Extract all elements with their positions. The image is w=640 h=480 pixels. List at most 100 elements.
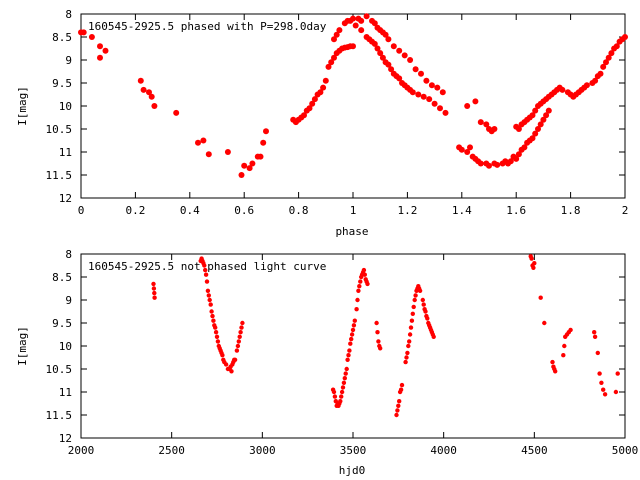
phased-data-point bbox=[545, 107, 552, 114]
unphased-data-point bbox=[417, 288, 423, 293]
phased-data-point bbox=[428, 82, 435, 89]
unphased-data-point bbox=[338, 399, 343, 404]
unphased-y-axis-label: I[mag] bbox=[16, 326, 29, 366]
unphased-data-point bbox=[409, 318, 415, 323]
phased-data-point bbox=[407, 57, 414, 63]
unphased-data-point bbox=[562, 343, 567, 349]
phased-x-tick-label: 1.2 bbox=[397, 204, 417, 217]
unphased-data-point bbox=[365, 281, 370, 287]
phased-data-point bbox=[388, 66, 395, 73]
phased-x-tick-label: 1.8 bbox=[561, 204, 581, 217]
unphased-y-tick-label: 9.5 bbox=[52, 317, 72, 330]
phased-data-point bbox=[597, 70, 604, 77]
phased-x-tick-label: 0.8 bbox=[289, 204, 309, 217]
unphased-data-point bbox=[423, 309, 428, 314]
phased-data-point bbox=[195, 139, 201, 146]
unphased-data-point bbox=[332, 394, 338, 399]
phased-data-point bbox=[350, 43, 356, 50]
unphased-data-point bbox=[361, 267, 367, 273]
phased-y-axis-label: I[mag] bbox=[16, 86, 29, 126]
unphased-data-point bbox=[151, 286, 157, 291]
unphased-y-tick-label: 10.5 bbox=[46, 363, 73, 376]
phased-data-point bbox=[151, 103, 158, 109]
phased-data-point bbox=[88, 34, 95, 40]
unphased-data-point bbox=[205, 288, 211, 293]
unphased-data-point bbox=[204, 279, 210, 284]
unphased-data-point bbox=[529, 256, 534, 261]
unphased-x-tick-label: 2000 bbox=[68, 444, 95, 457]
unphased-y-tick-label: 9 bbox=[65, 294, 72, 307]
unphased-x-axis-label: hjd0 bbox=[339, 464, 366, 477]
phased-data-point bbox=[613, 43, 620, 50]
phased-data-point bbox=[173, 109, 180, 116]
phased-data-point bbox=[363, 13, 370, 20]
phased-data-point bbox=[605, 54, 612, 61]
unphased-data-point bbox=[214, 334, 220, 339]
unphased-data-point bbox=[421, 302, 426, 307]
phased-data-point bbox=[148, 93, 155, 100]
phased-data-point bbox=[535, 126, 541, 132]
unphased-data-point bbox=[239, 325, 244, 330]
unphased-data-point bbox=[376, 339, 381, 344]
phased-data-point bbox=[415, 91, 422, 98]
phased-data-point bbox=[333, 31, 340, 38]
unphased-data-point bbox=[220, 353, 225, 358]
phased-data-point bbox=[513, 155, 520, 162]
unphased-data-point bbox=[601, 387, 606, 392]
phased-axis-ticks: 0 0.2 0.4 0.6 0.8 1 1.2 1.4 1.6 1.8 2 8 8.5 9 9.5 10 10.… bbox=[46, 8, 629, 217]
phased-data-point bbox=[140, 86, 147, 93]
phased-data-point bbox=[358, 17, 365, 24]
unphased-data-point bbox=[236, 339, 241, 344]
unphased-data-point bbox=[347, 348, 352, 353]
phased-data-point bbox=[467, 144, 473, 151]
unphased-data-point bbox=[223, 362, 229, 367]
unphased-data-point bbox=[356, 288, 361, 293]
phased-data-point bbox=[437, 105, 443, 112]
phased-data-point bbox=[358, 27, 365, 34]
phased-data-point bbox=[311, 96, 318, 103]
phased-data-point bbox=[540, 116, 547, 123]
unphased-data-point bbox=[355, 297, 360, 303]
unphased-data-point bbox=[357, 284, 362, 289]
unphased-x-tick-label: 5000 bbox=[612, 444, 639, 457]
unphased-y-tick-label: 8 bbox=[65, 248, 72, 261]
phased-data-point bbox=[583, 82, 590, 89]
phased-data-point bbox=[592, 77, 599, 84]
unphased-data-point bbox=[397, 399, 402, 404]
unphased-data-point bbox=[394, 412, 399, 418]
unphased-data-point bbox=[152, 295, 157, 300]
unphased-data-points bbox=[151, 254, 620, 418]
unphased-data-point bbox=[597, 371, 602, 376]
unphased-y-tick-label: 12 bbox=[59, 432, 72, 445]
phased-data-point bbox=[246, 165, 253, 172]
unphased-data-point bbox=[351, 323, 357, 328]
unphased-data-point bbox=[345, 357, 350, 362]
unphased-data-point bbox=[550, 359, 555, 365]
unphased-data-point bbox=[615, 371, 620, 376]
phased-x-tick-label: 1.6 bbox=[506, 204, 526, 217]
phased-data-point bbox=[439, 89, 446, 96]
unphased-axis-ticks: 2000 2500 3000 3500 4000 4500 5000 8 8.5 9 9.5 10 10… bbox=[46, 248, 639, 457]
phased-data-point bbox=[559, 86, 566, 93]
phased-data-point bbox=[317, 89, 324, 96]
unphased-data-point bbox=[420, 297, 425, 303]
phased-data-point bbox=[379, 54, 386, 61]
phased-plot-frame bbox=[80, 13, 626, 199]
unphased-data-point bbox=[398, 387, 404, 392]
phased-data-point bbox=[396, 47, 403, 54]
unphased-data-point bbox=[599, 380, 604, 385]
unphased-data-point bbox=[202, 263, 207, 268]
unphased-x-tick-label: 3500 bbox=[340, 444, 367, 457]
phased-data-point bbox=[420, 93, 427, 100]
unphased-data-point bbox=[208, 302, 213, 307]
unphased-light-curve-panel: 2000 2500 3000 3500 4000 4500 5000 8 8.5 9 9.5 10 10… bbox=[16, 248, 638, 477]
phased-data-point bbox=[515, 126, 522, 132]
phased-data-point bbox=[80, 29, 87, 36]
unphased-data-point bbox=[340, 385, 346, 390]
unphased-data-point bbox=[352, 318, 357, 323]
unphased-data-point bbox=[344, 366, 349, 372]
phased-data-point bbox=[521, 144, 528, 151]
unphased-y-tick-label: 11.5 bbox=[46, 409, 73, 422]
unphased-data-point bbox=[413, 293, 418, 298]
phased-data-point bbox=[224, 149, 231, 155]
